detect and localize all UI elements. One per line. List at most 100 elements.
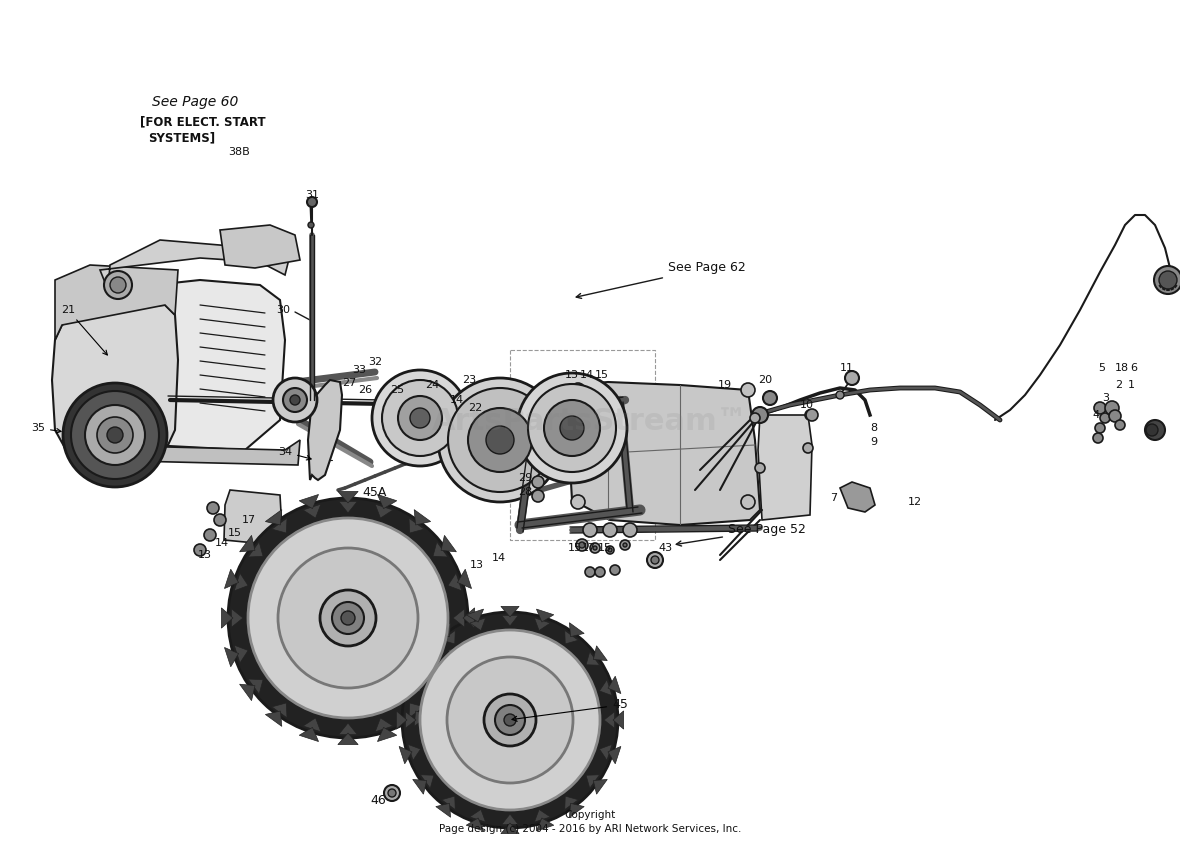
Text: 17: 17 bbox=[242, 515, 256, 525]
Text: 5: 5 bbox=[1099, 363, 1104, 373]
Text: See Page 62: See Page 62 bbox=[576, 261, 746, 298]
Text: 9: 9 bbox=[870, 437, 877, 447]
Text: 2: 2 bbox=[1115, 380, 1122, 390]
Polygon shape bbox=[565, 796, 578, 809]
Polygon shape bbox=[840, 482, 876, 512]
Polygon shape bbox=[266, 510, 282, 525]
Text: 13: 13 bbox=[470, 560, 484, 570]
Text: 25: 25 bbox=[391, 385, 404, 395]
Polygon shape bbox=[409, 703, 424, 718]
Circle shape bbox=[623, 523, 637, 537]
Polygon shape bbox=[604, 711, 615, 728]
Circle shape bbox=[290, 395, 300, 405]
Circle shape bbox=[107, 427, 123, 443]
Text: 20: 20 bbox=[758, 375, 772, 385]
Text: 7: 7 bbox=[830, 493, 837, 503]
Polygon shape bbox=[458, 647, 472, 667]
Circle shape bbox=[585, 567, 595, 577]
Polygon shape bbox=[234, 573, 248, 591]
Polygon shape bbox=[408, 744, 420, 760]
Polygon shape bbox=[375, 718, 393, 732]
Polygon shape bbox=[586, 652, 599, 665]
Circle shape bbox=[607, 546, 614, 554]
Circle shape bbox=[752, 407, 768, 423]
Circle shape bbox=[204, 529, 216, 541]
Polygon shape bbox=[303, 504, 321, 518]
Circle shape bbox=[527, 384, 616, 472]
Circle shape bbox=[97, 417, 133, 453]
Polygon shape bbox=[52, 305, 178, 450]
Circle shape bbox=[623, 543, 627, 547]
Text: [FOR ELECT. START: [FOR ELECT. START bbox=[140, 115, 266, 128]
Polygon shape bbox=[240, 685, 255, 701]
Polygon shape bbox=[500, 606, 519, 617]
Polygon shape bbox=[458, 569, 472, 588]
Circle shape bbox=[845, 371, 859, 385]
Polygon shape bbox=[339, 502, 358, 513]
Polygon shape bbox=[231, 609, 243, 627]
Circle shape bbox=[1094, 402, 1106, 414]
Circle shape bbox=[741, 383, 755, 397]
Circle shape bbox=[620, 540, 630, 550]
Text: 31: 31 bbox=[304, 190, 319, 200]
Circle shape bbox=[486, 426, 514, 454]
Circle shape bbox=[1100, 413, 1110, 423]
Text: 12: 12 bbox=[907, 497, 922, 507]
Circle shape bbox=[398, 396, 442, 440]
Circle shape bbox=[804, 443, 813, 453]
Circle shape bbox=[308, 222, 314, 228]
Polygon shape bbox=[248, 542, 263, 557]
Polygon shape bbox=[535, 618, 550, 631]
Text: 43: 43 bbox=[658, 543, 673, 553]
Text: 15: 15 bbox=[568, 543, 582, 553]
Circle shape bbox=[420, 630, 599, 810]
Text: 38B: 38B bbox=[228, 147, 250, 157]
Text: 46: 46 bbox=[371, 793, 386, 807]
Circle shape bbox=[835, 391, 844, 399]
Polygon shape bbox=[413, 646, 427, 661]
Polygon shape bbox=[441, 535, 457, 552]
Polygon shape bbox=[453, 609, 465, 627]
Circle shape bbox=[517, 373, 627, 483]
Circle shape bbox=[448, 388, 552, 492]
Circle shape bbox=[805, 410, 815, 420]
Polygon shape bbox=[224, 647, 238, 667]
Polygon shape bbox=[435, 803, 451, 817]
Circle shape bbox=[110, 277, 126, 293]
Polygon shape bbox=[300, 728, 319, 742]
Circle shape bbox=[594, 546, 597, 550]
Text: 6: 6 bbox=[1130, 363, 1138, 373]
Circle shape bbox=[85, 405, 145, 465]
Circle shape bbox=[409, 408, 430, 428]
Polygon shape bbox=[441, 685, 457, 701]
Circle shape bbox=[468, 408, 532, 472]
Circle shape bbox=[194, 544, 206, 556]
Text: See Page 52: See Page 52 bbox=[676, 524, 806, 546]
Polygon shape bbox=[414, 711, 431, 727]
Text: 35: 35 bbox=[31, 423, 61, 433]
Polygon shape bbox=[599, 744, 612, 760]
Polygon shape bbox=[248, 679, 263, 694]
Circle shape bbox=[104, 271, 132, 299]
Circle shape bbox=[384, 785, 400, 801]
Circle shape bbox=[651, 556, 658, 564]
Polygon shape bbox=[224, 490, 282, 545]
Circle shape bbox=[579, 542, 585, 548]
Circle shape bbox=[1109, 410, 1121, 422]
Circle shape bbox=[1095, 423, 1104, 433]
Polygon shape bbox=[420, 775, 434, 788]
Polygon shape bbox=[88, 420, 300, 465]
Polygon shape bbox=[378, 495, 396, 508]
Circle shape bbox=[320, 590, 376, 646]
Polygon shape bbox=[502, 814, 518, 824]
Polygon shape bbox=[406, 711, 417, 728]
Polygon shape bbox=[470, 809, 486, 822]
Text: Page design (c) 2004 - 2016 by ARI Network Services, Inc.: Page design (c) 2004 - 2016 by ARI Netwo… bbox=[439, 824, 741, 834]
Circle shape bbox=[603, 523, 617, 537]
Polygon shape bbox=[435, 623, 451, 636]
Polygon shape bbox=[500, 823, 519, 834]
Text: 32: 32 bbox=[368, 357, 382, 367]
Polygon shape bbox=[441, 631, 455, 644]
Text: 1: 1 bbox=[1128, 380, 1135, 390]
Polygon shape bbox=[55, 265, 178, 340]
